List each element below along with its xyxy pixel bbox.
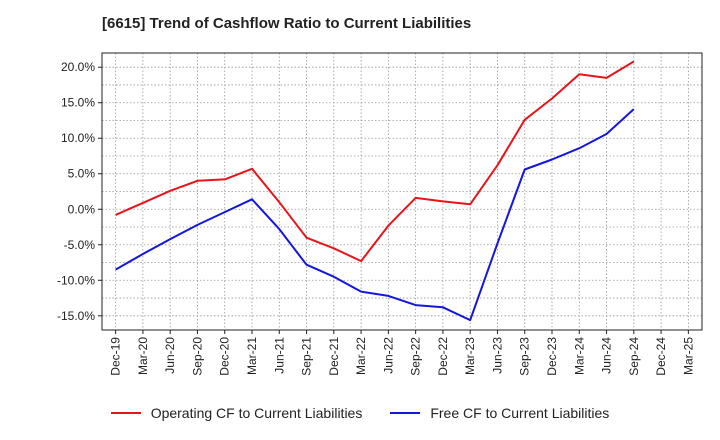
series-line-operating-cf: [115, 60, 635, 263]
y-tick-label: -10.0%: [57, 273, 95, 287]
x-tick-label: Mar-21: [245, 337, 259, 375]
x-tick-label: Jun-21: [272, 337, 286, 374]
legend-swatch-free-cf: [390, 412, 421, 414]
series-line-free-cf: [115, 108, 635, 322]
y-tick-label: -15.0%: [57, 309, 95, 323]
x-tick-label: Sep-24: [627, 337, 641, 376]
axis-layer: -15.0% -10.0% -5.0% 0.0% 5.0% 10.0% 15.0% 20.0%…: [57, 60, 695, 375]
x-tick-label: Mar-20: [136, 337, 150, 375]
x-tick-label: Mar-25: [681, 337, 695, 375]
x-tick-label: Dec-21: [327, 337, 341, 376]
legend-swatch-operating-cf: [110, 412, 141, 414]
legend-item-operating-cf: Operating CF to Current Liabilities: [110, 405, 363, 421]
x-tick-label: Mar-23: [463, 337, 477, 375]
legend: Operating CF to Current Liabilities Free…: [0, 405, 720, 421]
y-tick-label: 0.0%: [68, 202, 96, 216]
x-tick-label: Sep-21: [300, 337, 314, 376]
y-tick-label: 5.0%: [68, 167, 96, 181]
y-tick-label: 15.0%: [61, 96, 95, 110]
x-tick-label: Sep-22: [409, 337, 423, 376]
x-tick-label: Mar-22: [354, 337, 368, 375]
x-tick-label: Dec-19: [109, 337, 123, 376]
x-tick-label: Mar-24: [572, 337, 586, 375]
x-tick-label: Dec-22: [436, 337, 450, 376]
legend-label-operating-cf: Operating CF to Current Liabilities: [150, 405, 363, 421]
y-tick-label: 10.0%: [61, 131, 95, 145]
grid-layer: [102, 53, 702, 330]
x-tick-label: Dec-23: [545, 337, 559, 376]
x-tick-label: Jun-23: [490, 337, 504, 374]
x-tick-label: Dec-20: [218, 337, 232, 376]
x-tick-label: Jun-24: [600, 337, 614, 374]
plot-frame: [101, 52, 703, 331]
x-tick-label: Sep-23: [518, 337, 532, 376]
x-tick-label: Jun-20: [163, 337, 177, 374]
x-tick-label: Jun-22: [381, 337, 395, 374]
y-tick-label: 20.0%: [61, 60, 95, 74]
y-tick-label: -5.0%: [64, 238, 96, 252]
series-layer: [115, 60, 635, 322]
chart-title: [6615] Trend of Cashflow Ratio to Curren…: [102, 15, 472, 32]
x-tick-label: Dec-24: [654, 337, 668, 376]
legend-item-free-cf: Free CF to Current Liabilities: [390, 405, 609, 421]
legend-label-free-cf: Free CF to Current Liabilities: [430, 405, 610, 421]
x-tick-label: Sep-20: [190, 337, 204, 376]
